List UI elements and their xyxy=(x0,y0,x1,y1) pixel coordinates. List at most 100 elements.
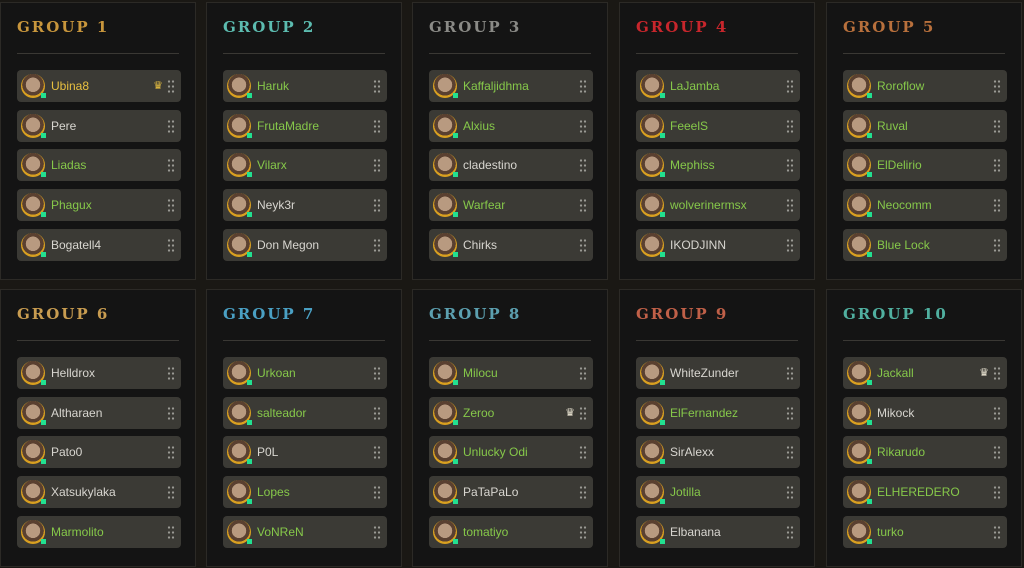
drag-handle-icon[interactable] xyxy=(579,198,587,213)
member-row[interactable]: Ubina8 ♛ xyxy=(17,70,181,102)
member-row[interactable]: Neocomm xyxy=(843,189,1007,222)
drag-handle-icon[interactable] xyxy=(167,198,175,213)
drag-handle-icon[interactable] xyxy=(786,237,794,252)
member-row[interactable]: salteador xyxy=(223,396,387,429)
member-row[interactable]: Kaffaljidhma xyxy=(429,70,593,102)
drag-handle-icon[interactable] xyxy=(786,524,794,539)
member-row[interactable]: PaTaPaLo xyxy=(429,476,593,509)
member-row[interactable]: IKODJINN xyxy=(636,228,800,261)
drag-handle-icon[interactable] xyxy=(786,485,794,500)
member-row[interactable]: Helldrox xyxy=(17,357,181,389)
drag-handle-icon[interactable] xyxy=(373,158,381,173)
member-row[interactable]: SirAlexx xyxy=(636,436,800,469)
member-row[interactable]: LaJamba xyxy=(636,70,800,102)
drag-handle-icon[interactable] xyxy=(167,79,175,93)
member-row[interactable]: Unlucky Odi xyxy=(429,436,593,469)
drag-handle-icon[interactable] xyxy=(993,237,1001,252)
drag-handle-icon[interactable] xyxy=(786,198,794,213)
member-row[interactable]: Jotilla xyxy=(636,476,800,509)
member-row[interactable]: Haruk xyxy=(223,70,387,102)
drag-handle-icon[interactable] xyxy=(579,445,587,460)
member-row[interactable]: Blue Lock xyxy=(843,228,1007,261)
member-row[interactable]: Roroflow xyxy=(843,70,1007,102)
drag-handle-icon[interactable] xyxy=(373,485,381,500)
member-row[interactable]: Chirks xyxy=(429,228,593,261)
drag-handle-icon[interactable] xyxy=(993,524,1001,539)
member-row[interactable]: FeeelS xyxy=(636,109,800,142)
member-row[interactable]: Pere xyxy=(17,109,181,142)
member-row[interactable]: ELHEREDERO xyxy=(843,476,1007,509)
member-row[interactable]: Vilarx xyxy=(223,149,387,182)
drag-handle-icon[interactable] xyxy=(993,118,1001,133)
member-row[interactable]: FrutaMadre xyxy=(223,109,387,142)
member-row[interactable]: turko xyxy=(843,515,1007,548)
drag-handle-icon[interactable] xyxy=(167,405,175,420)
drag-handle-icon[interactable] xyxy=(993,485,1001,500)
drag-handle-icon[interactable] xyxy=(373,237,381,252)
member-row[interactable]: Milocu xyxy=(429,357,593,389)
member-row[interactable]: VoNReN xyxy=(223,515,387,548)
drag-handle-icon[interactable] xyxy=(373,198,381,213)
drag-handle-icon[interactable] xyxy=(167,118,175,133)
member-row[interactable]: Bogatell4 xyxy=(17,228,181,261)
member-row[interactable]: Lopes xyxy=(223,476,387,509)
drag-handle-icon[interactable] xyxy=(167,485,175,500)
drag-handle-icon[interactable] xyxy=(993,198,1001,213)
drag-handle-icon[interactable] xyxy=(786,445,794,460)
drag-handle-icon[interactable] xyxy=(373,118,381,133)
drag-handle-icon[interactable] xyxy=(579,405,587,420)
member-row[interactable]: tomatiyo xyxy=(429,515,593,548)
drag-handle-icon[interactable] xyxy=(579,118,587,133)
drag-handle-icon[interactable] xyxy=(167,524,175,539)
drag-handle-icon[interactable] xyxy=(373,79,381,93)
member-row[interactable]: Zeroo ♛ xyxy=(429,396,593,429)
drag-handle-icon[interactable] xyxy=(786,366,794,380)
drag-handle-icon[interactable] xyxy=(786,405,794,420)
drag-handle-icon[interactable] xyxy=(579,79,587,93)
drag-handle-icon[interactable] xyxy=(373,405,381,420)
drag-handle-icon[interactable] xyxy=(579,237,587,252)
drag-handle-icon[interactable] xyxy=(579,366,587,380)
member-row[interactable]: Liadas xyxy=(17,149,181,182)
member-row[interactable]: Xatsukylaka xyxy=(17,476,181,509)
drag-handle-icon[interactable] xyxy=(373,445,381,460)
member-row[interactable]: Altharaen xyxy=(17,396,181,429)
member-row[interactable]: Marmolito xyxy=(17,515,181,548)
member-row[interactable]: Rikarudo xyxy=(843,436,1007,469)
member-row[interactable]: Phagux xyxy=(17,189,181,222)
drag-handle-icon[interactable] xyxy=(579,158,587,173)
member-row[interactable]: P0L xyxy=(223,436,387,469)
drag-handle-icon[interactable] xyxy=(993,366,1001,380)
member-row[interactable]: Mephiss xyxy=(636,149,800,182)
member-row[interactable]: Don Megon xyxy=(223,228,387,261)
member-row[interactable]: Alxius xyxy=(429,109,593,142)
drag-handle-icon[interactable] xyxy=(993,405,1001,420)
member-row[interactable]: Elbanana xyxy=(636,515,800,548)
member-row[interactable]: ElFernandez xyxy=(636,396,800,429)
drag-handle-icon[interactable] xyxy=(167,158,175,173)
drag-handle-icon[interactable] xyxy=(786,118,794,133)
drag-handle-icon[interactable] xyxy=(373,524,381,539)
drag-handle-icon[interactable] xyxy=(579,485,587,500)
drag-handle-icon[interactable] xyxy=(167,445,175,460)
drag-handle-icon[interactable] xyxy=(993,158,1001,173)
member-row[interactable]: wolverinermsx xyxy=(636,189,800,222)
drag-handle-icon[interactable] xyxy=(579,524,587,539)
drag-handle-icon[interactable] xyxy=(786,158,794,173)
member-row[interactable]: ElDelirio xyxy=(843,149,1007,182)
member-row[interactable]: Ruval xyxy=(843,109,1007,142)
member-row[interactable]: Mikock xyxy=(843,396,1007,429)
member-row[interactable]: cladestino xyxy=(429,149,593,182)
member-row[interactable]: Pato0 xyxy=(17,436,181,469)
drag-handle-icon[interactable] xyxy=(167,366,175,380)
drag-handle-icon[interactable] xyxy=(786,79,794,93)
drag-handle-icon[interactable] xyxy=(373,366,381,380)
member-row[interactable]: Jackall ♛ xyxy=(843,357,1007,389)
drag-handle-icon[interactable] xyxy=(167,237,175,252)
member-row[interactable]: Neyk3r xyxy=(223,189,387,222)
member-row[interactable]: WhiteZunder xyxy=(636,357,800,389)
drag-handle-icon[interactable] xyxy=(993,79,1001,93)
drag-handle-icon[interactable] xyxy=(993,445,1001,460)
member-row[interactable]: Urkoan xyxy=(223,357,387,389)
member-row[interactable]: Warfear xyxy=(429,189,593,222)
